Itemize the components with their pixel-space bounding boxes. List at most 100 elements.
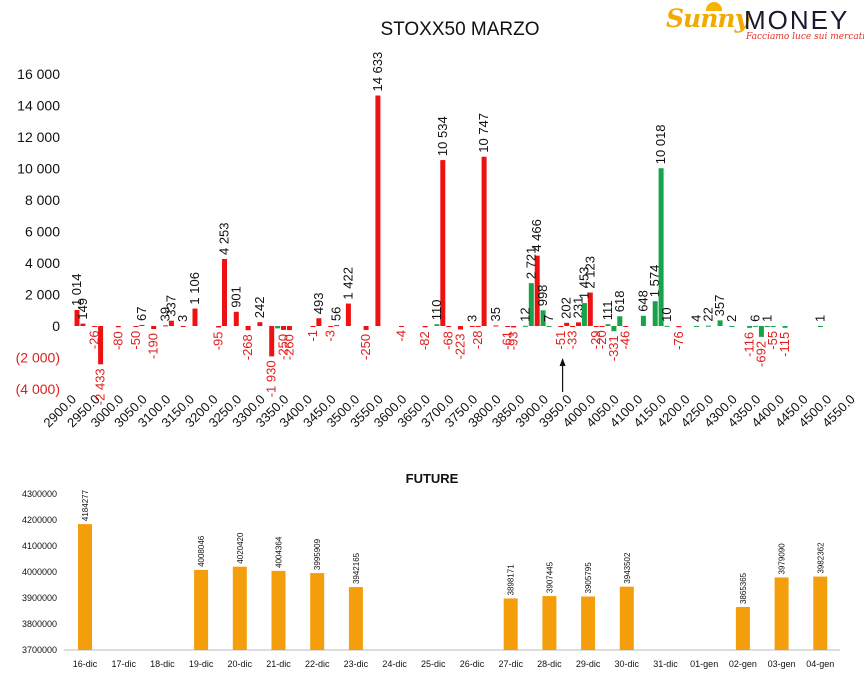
future-y-tick-label: 3900000: [22, 593, 57, 603]
data-label: 3: [175, 315, 190, 322]
bar: [399, 326, 404, 327]
future-x-tick-label: 17-dic: [111, 659, 136, 669]
data-label: 10: [659, 307, 674, 321]
bar: [770, 326, 776, 327]
future-x-tick-label: 29-dic: [576, 659, 601, 669]
y-tick-label: 2 000: [25, 287, 60, 303]
future-data-label: 3979090: [778, 543, 787, 575]
future-x-tick-label: 28-dic: [537, 659, 562, 669]
future-x-tick-label: 22-dic: [305, 659, 330, 669]
data-label: -2 433: [93, 368, 108, 405]
y-tick-label: (2 000): [16, 350, 60, 366]
future-bar: [271, 570, 286, 650]
data-label: -250: [276, 334, 291, 360]
data-label: -115: [777, 332, 792, 357]
data-label: -33: [565, 331, 580, 350]
future-bar: [774, 577, 789, 650]
future-y-tick-label: 3800000: [22, 619, 57, 629]
bar: [617, 316, 623, 326]
data-label: -116: [742, 332, 757, 357]
bar: [216, 326, 222, 328]
future-bar: [232, 566, 247, 650]
bar: [133, 326, 139, 327]
data-label: 7: [541, 315, 556, 322]
future-y-tick-label: 3700000: [22, 645, 57, 655]
bar: [269, 326, 275, 357]
future-x-tick-label: 01-gen: [690, 659, 718, 669]
bar: [245, 326, 251, 331]
y-tick-label: 12 000: [17, 129, 60, 145]
data-label: -190: [146, 333, 161, 359]
data-label: 901: [228, 286, 243, 308]
data-label: 242: [252, 296, 267, 318]
data-label: 35: [488, 307, 503, 321]
bar: [581, 303, 587, 326]
bar: [440, 160, 446, 326]
future-data-label: 4184277: [81, 489, 90, 521]
data-label: 67: [134, 306, 149, 320]
chart-title: STOXX50 MARZO: [380, 19, 539, 40]
y-tick-label: 6 000: [25, 224, 60, 240]
bar: [546, 325, 552, 327]
data-label: 12: [517, 307, 532, 321]
bar: [92, 326, 98, 327]
data-label: -29: [588, 330, 603, 349]
data-label: 337: [163, 295, 178, 317]
bar: [168, 320, 174, 326]
bar: [192, 308, 198, 326]
data-label: 202: [559, 297, 574, 319]
bar: [534, 255, 540, 326]
logo-money-text: MONEY: [744, 5, 850, 35]
future-data-label: 4004364: [275, 536, 284, 568]
bar: [139, 324, 145, 326]
future-bar: [194, 569, 209, 650]
logo-sunny-text: Sunny: [666, 4, 749, 33]
future-x-tick-label: 18-dic: [150, 659, 175, 669]
future-x-tick-label: 30-dic: [615, 659, 640, 669]
data-label: 4 253: [217, 222, 232, 255]
future-data-label: 4008046: [197, 535, 206, 567]
data-label: 4: [689, 315, 704, 322]
future-x-tick-label: 20-dic: [228, 659, 253, 669]
data-label: -268: [240, 334, 255, 360]
y-tick-label: 4 000: [25, 255, 60, 271]
data-label: -331: [606, 335, 621, 361]
data-label: -20: [594, 330, 609, 349]
bar: [74, 310, 80, 326]
data-label: -1: [305, 330, 320, 342]
bar: [764, 325, 770, 327]
bar: [422, 326, 428, 328]
bar: [345, 303, 351, 326]
data-label: 2 721: [523, 247, 538, 280]
data-label: 10 747: [476, 113, 491, 153]
data-label: -93: [506, 331, 521, 350]
data-label: 4 466: [529, 219, 544, 252]
future-y-tick-label: 4000000: [22, 567, 57, 577]
bar: [817, 325, 823, 327]
bar: [528, 283, 534, 326]
future-x-tick-label: 25-dic: [421, 659, 446, 669]
data-label: 1 014: [69, 273, 84, 306]
data-label: 618: [612, 291, 627, 313]
bar: [570, 326, 576, 327]
future-data-label: 3943502: [623, 552, 632, 584]
data-label: 1 106: [187, 272, 202, 305]
data-label: -3: [323, 330, 338, 342]
future-bar: [310, 573, 325, 650]
data-label: 56: [329, 307, 344, 321]
data-label: 2: [724, 315, 739, 322]
future-x-tick-label: 21-dic: [266, 659, 291, 669]
bar: [446, 326, 452, 328]
bar: [481, 156, 487, 326]
bar: [275, 326, 281, 329]
future-bar: [581, 596, 596, 650]
data-label: -55: [765, 331, 780, 350]
sun-icon: [706, 2, 722, 11]
data-label: -50: [128, 331, 143, 350]
data-label: 111: [600, 300, 615, 320]
sunny-money-logo: Sunny MONEY Facciamo luce sui mercati: [666, 2, 864, 44]
future-bar: [542, 596, 557, 650]
bar: [334, 325, 340, 327]
data-label: 6: [748, 315, 763, 322]
